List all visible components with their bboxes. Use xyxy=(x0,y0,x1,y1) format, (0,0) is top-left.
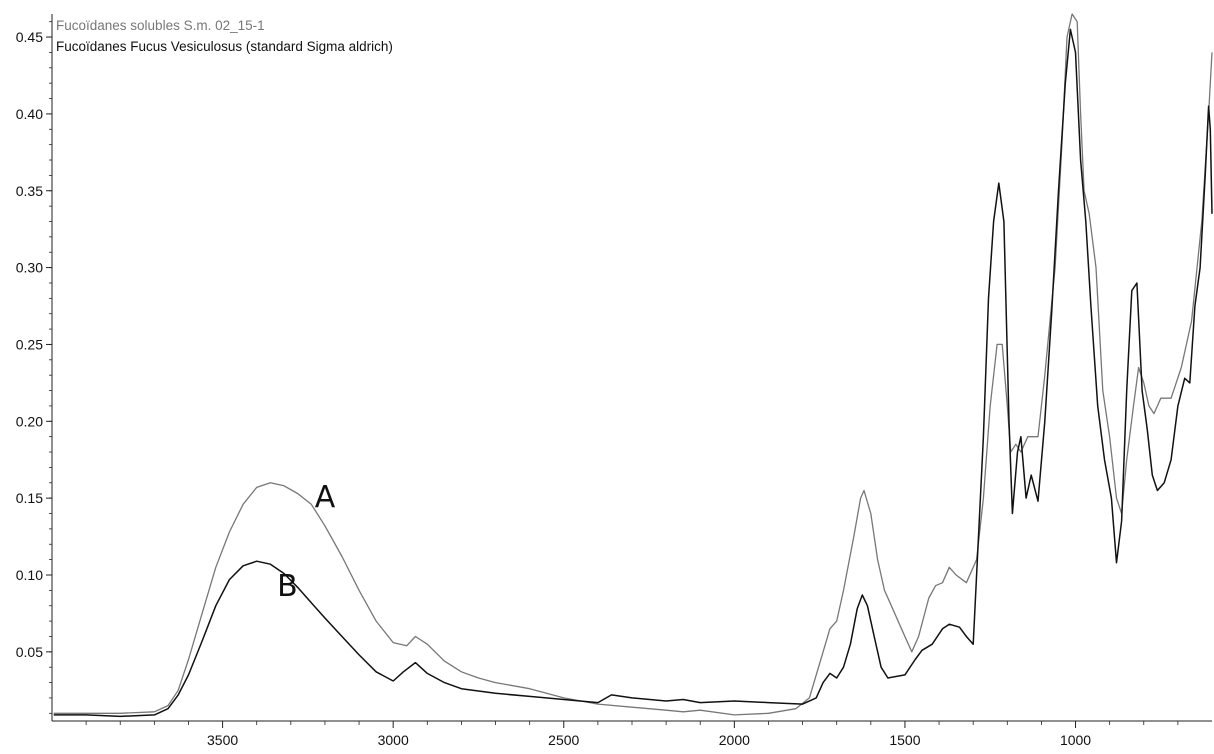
plot-area: 0.05 0.10 0.15 0.20 0.25 0.30 0.35 0.40 0.45 350… xyxy=(16,13,1213,748)
y-tick-label: 0.10 xyxy=(16,567,43,583)
x-tick-label: 3500 xyxy=(207,732,238,748)
x-axis-ticks: 3500 3000 2500 2000 1500 1000 xyxy=(85,721,1179,748)
curve-annotations: A B xyxy=(277,480,336,604)
legend-entry-standard: Fucoïdanes Fucus Vesiculosus (standard S… xyxy=(56,39,393,54)
legend-entry-sample: Fucoïdanes solubles S.m. 02_15-1 xyxy=(56,18,265,33)
series-layer xyxy=(53,13,1213,718)
x-tick-label: 1000 xyxy=(1060,732,1091,748)
y-tick-label: 0.25 xyxy=(16,336,43,352)
y-axis-ticks: 0.05 0.10 0.15 0.20 0.25 0.30 0.35 0.40 0.45 xyxy=(16,21,52,714)
y-tick-label: 0.40 xyxy=(16,106,43,122)
y-tick-label: 0.05 xyxy=(16,644,43,660)
y-tick-label: 0.15 xyxy=(16,490,43,506)
y-tick-label: 0.45 xyxy=(16,29,43,45)
x-tick-label: 3000 xyxy=(378,732,409,748)
y-tick-label: 0.20 xyxy=(16,413,43,429)
series-line-standard xyxy=(53,28,1213,718)
curve-label-a: A xyxy=(315,480,336,515)
x-tick-label: 2000 xyxy=(719,732,750,748)
x-tick-label: 2500 xyxy=(548,732,579,748)
y-tick-label: 0.35 xyxy=(16,183,43,199)
x-tick-label: 1500 xyxy=(889,732,920,748)
series-line-sample xyxy=(53,13,1213,716)
y-tick-label: 0.30 xyxy=(16,260,43,276)
curve-label-b: B xyxy=(277,569,298,604)
legend: Fucoïdanes solubles S.m. 02_15-1 Fucoïda… xyxy=(56,18,393,54)
